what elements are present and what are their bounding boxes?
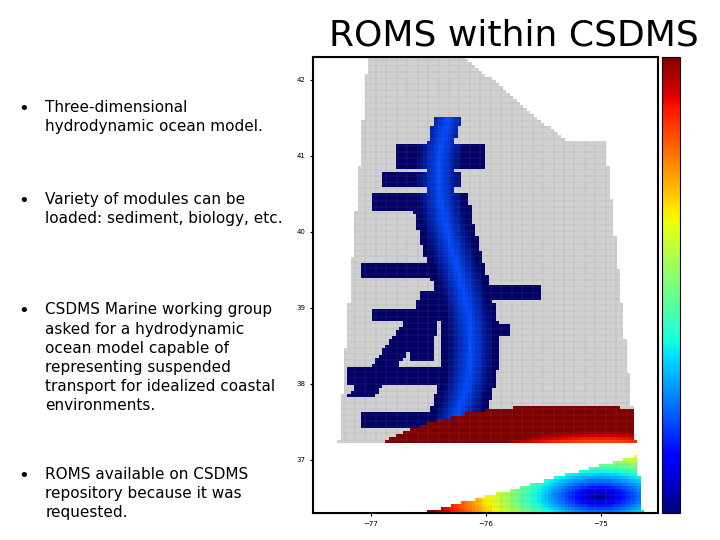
Text: •: • — [18, 192, 29, 210]
Text: ROMS available on CSDMS
repository because it was
requested.: ROMS available on CSDMS repository becau… — [45, 467, 248, 521]
Text: ROMS within CSDMS: ROMS within CSDMS — [328, 19, 698, 53]
Text: •: • — [18, 302, 29, 320]
Text: •: • — [18, 467, 29, 485]
Text: CSDMS Marine working group
asked for a hydrodynamic
ocean model capable of
repre: CSDMS Marine working group asked for a h… — [45, 302, 276, 414]
Text: Three-dimensional
hydrodynamic ocean model.: Three-dimensional hydrodynamic ocean mod… — [45, 100, 264, 134]
Text: •: • — [18, 100, 29, 118]
Text: Variety of modules can be
loaded: sediment, biology, etc.: Variety of modules can be loaded: sedime… — [45, 192, 283, 226]
